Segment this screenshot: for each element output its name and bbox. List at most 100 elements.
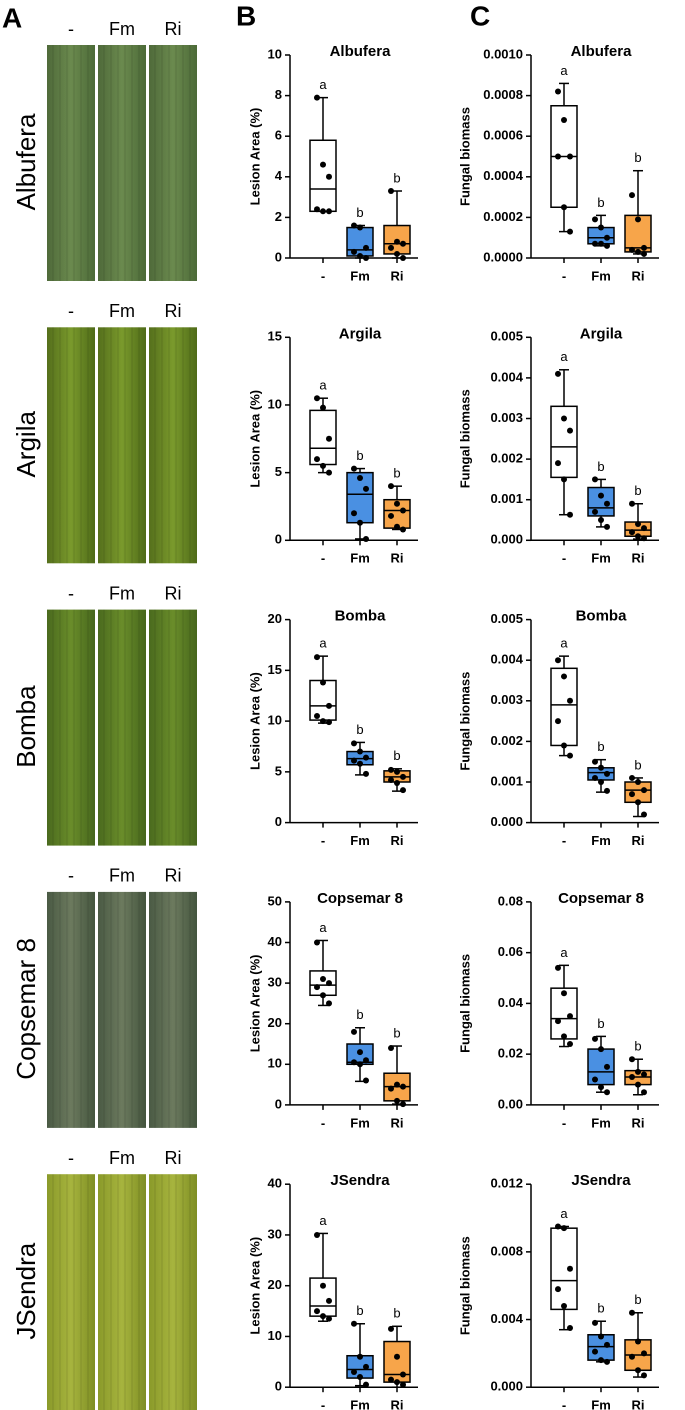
data-point — [629, 1353, 635, 1360]
column-header: - — [68, 301, 74, 321]
data-point — [314, 395, 320, 402]
leaf-image — [98, 609, 146, 846]
row-label: Albufera — [11, 113, 41, 210]
data-point — [314, 456, 320, 463]
significance-letter: b — [597, 1301, 604, 1316]
y-tick-label: 6 — [275, 128, 282, 143]
y-tick-label: 0.0002 — [483, 209, 523, 224]
column-header: Fm — [109, 19, 135, 39]
data-point — [555, 370, 561, 377]
row-label: JSendra — [11, 1242, 41, 1339]
data-point — [604, 523, 610, 530]
chart-title: Copsemar 8 — [558, 890, 644, 907]
data-point — [641, 787, 647, 794]
data-point — [641, 1350, 647, 1357]
y-tick-label: 0.002 — [490, 733, 523, 748]
data-point — [567, 427, 573, 434]
x-tick-label: - — [321, 833, 325, 848]
y-tick-label: 0.001 — [490, 773, 523, 788]
data-point — [567, 228, 573, 235]
significance-letter: b — [393, 1025, 400, 1040]
data-point — [567, 1265, 573, 1272]
x-tick-label: Ri — [632, 551, 645, 566]
panel-letter: C — [470, 0, 490, 31]
significance-letter: a — [319, 920, 327, 935]
data-point — [326, 702, 332, 709]
data-point — [561, 1303, 567, 1309]
data-point — [357, 252, 363, 259]
significance-letter: b — [356, 1007, 363, 1022]
column-header: Ri — [165, 866, 182, 886]
y-axis-label: Fungal biomass — [457, 389, 472, 488]
significance-letter: b — [393, 170, 400, 185]
leaf-image — [149, 45, 197, 281]
significance-letter: a — [560, 349, 568, 364]
data-point — [400, 240, 406, 247]
data-point — [598, 492, 604, 499]
y-tick-label: 20 — [268, 1015, 282, 1030]
data-point — [351, 465, 357, 472]
data-point — [592, 774, 598, 781]
y-axis-label: Fungal biomass — [457, 954, 472, 1053]
x-tick-label: Ri — [632, 833, 645, 848]
data-point — [326, 980, 332, 987]
chart-title: JSendra — [330, 1172, 390, 1189]
data-point — [400, 507, 406, 514]
leaf-image — [149, 327, 197, 564]
data-point — [351, 222, 357, 229]
data-point — [326, 1315, 332, 1322]
x-tick-label: Fm — [591, 1398, 611, 1410]
data-point — [604, 787, 610, 794]
data-point — [567, 752, 573, 759]
y-axis-label: Fungal biomass — [457, 107, 472, 206]
y-tick-label: 30 — [268, 975, 282, 990]
significance-letter: b — [597, 195, 604, 210]
data-point — [351, 740, 357, 747]
data-point — [400, 1371, 406, 1378]
data-point — [567, 511, 573, 518]
data-point — [635, 216, 641, 223]
x-tick-label: Ri — [391, 1398, 404, 1410]
significance-letter: a — [319, 378, 327, 393]
data-point — [388, 244, 394, 251]
y-tick-label: 0.0000 — [483, 249, 523, 264]
data-point — [598, 1333, 604, 1340]
data-point — [363, 535, 369, 542]
box — [550, 1227, 578, 1311]
data-point — [555, 964, 561, 971]
data-point — [357, 760, 363, 767]
data-point — [604, 1358, 610, 1365]
data-point — [314, 713, 320, 720]
data-point — [592, 476, 598, 483]
data-point — [363, 754, 369, 761]
data-point — [641, 250, 647, 257]
significance-letter: b — [393, 466, 400, 481]
data-point — [629, 192, 635, 199]
data-point — [561, 1225, 567, 1232]
data-point — [641, 1071, 647, 1078]
y-tick-label: 40 — [268, 1176, 282, 1191]
chart-title: JSendra — [571, 1172, 631, 1189]
data-point — [400, 1101, 406, 1108]
data-point — [388, 766, 394, 773]
data-point — [326, 1000, 332, 1007]
y-tick-label: 30 — [268, 1226, 282, 1241]
x-tick-label: Ri — [391, 268, 404, 283]
data-point — [351, 1320, 357, 1327]
data-point — [598, 517, 604, 523]
y-tick-label: 0 — [275, 532, 282, 547]
data-point — [351, 1368, 357, 1375]
x-tick-label: Fm — [350, 268, 370, 283]
row-label: Copsemar 8 — [11, 938, 41, 1080]
data-point — [604, 770, 610, 777]
data-point — [363, 1057, 369, 1064]
y-tick-label: 10 — [268, 1056, 282, 1071]
data-point — [641, 811, 647, 818]
leaf-image — [149, 891, 197, 1128]
y-tick-label: 5 — [275, 763, 282, 778]
x-tick-label: Fm — [591, 833, 611, 848]
data-point — [394, 1353, 400, 1360]
y-tick-label: 0 — [275, 814, 282, 829]
data-point — [567, 1041, 573, 1047]
x-tick-label: - — [562, 268, 566, 283]
